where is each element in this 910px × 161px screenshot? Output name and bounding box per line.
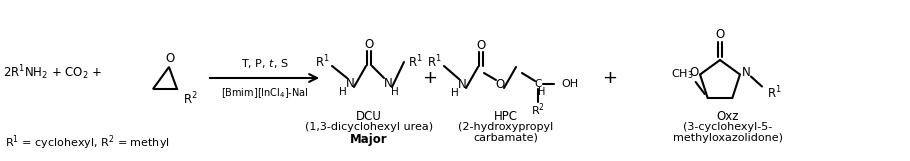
Text: N: N [384,76,392,90]
Text: N: N [346,76,354,90]
Text: 2R$^1$NH$_2$ + CO$_2$ +: 2R$^1$NH$_2$ + CO$_2$ + [3,64,102,82]
Text: O: O [364,38,374,51]
Text: methyloxazolidone): methyloxazolidone) [673,133,783,143]
Text: R$^1$: R$^1$ [427,54,442,70]
Text: C: C [534,79,541,89]
Text: +: + [422,69,438,87]
Text: Major: Major [350,133,388,146]
Text: HPC: HPC [494,109,518,123]
Text: (1,3-dicyclohexyl urea): (1,3-dicyclohexyl urea) [305,122,433,132]
Text: R$^1$: R$^1$ [767,84,782,101]
Text: O: O [690,66,699,79]
Text: N: N [458,77,466,90]
Text: R$^2$: R$^2$ [183,91,197,107]
Text: N: N [742,66,751,79]
Text: CH$_3$: CH$_3$ [672,67,693,81]
Text: carbamate): carbamate) [473,133,539,143]
Text: H: H [339,87,347,97]
Text: DCU: DCU [356,109,382,123]
Text: [Bmim][InCl$_4$]-NaI: [Bmim][InCl$_4$]-NaI [221,86,308,100]
Text: O: O [495,77,505,90]
Text: +: + [602,69,618,87]
Text: (2-hydroxypropyl: (2-hydroxypropyl [459,122,553,132]
Text: O: O [476,38,486,52]
Text: R$^1$: R$^1$ [315,54,330,70]
Text: T, P, $t$, S: T, P, $t$, S [241,57,288,70]
Text: (3-cyclohexyl-5-: (3-cyclohexyl-5- [683,122,773,132]
Text: OH: OH [561,79,578,89]
Text: R$^2$: R$^2$ [531,102,545,118]
Text: R$^1$ = cyclohexyl, R$^2$ = methyl: R$^1$ = cyclohexyl, R$^2$ = methyl [5,134,169,152]
Text: R$^1$: R$^1$ [408,54,423,70]
Text: H: H [451,88,459,98]
Text: Oxz: Oxz [717,109,739,123]
Text: O: O [715,28,724,41]
Text: H: H [391,87,399,97]
Text: H: H [539,87,546,97]
Text: O: O [166,52,175,65]
